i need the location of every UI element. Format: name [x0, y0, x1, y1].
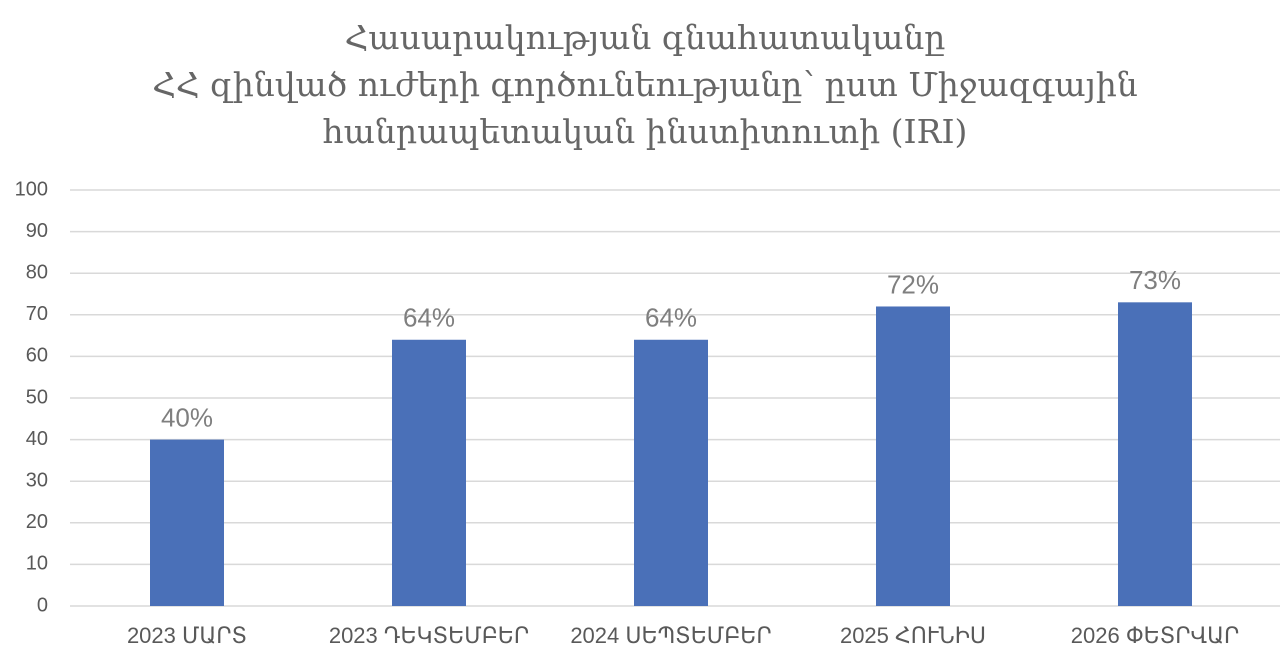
y-tick-label: 100	[15, 178, 48, 200]
data-label: 64%	[403, 303, 455, 333]
chart-title: ՀՀ զինված ուժերի գործունեությանը՝ ըստ Մի…	[152, 65, 1138, 104]
x-tick-label: 2026 ՓԵՏՐՎԱՐ	[1071, 623, 1239, 648]
y-tick-label: 80	[26, 261, 48, 283]
y-tick-label: 30	[26, 469, 48, 491]
data-label: 73%	[1129, 265, 1181, 295]
x-tick-label: 2023 ՄԱՐՏ	[127, 623, 247, 648]
y-tick-label: 60	[26, 345, 48, 367]
y-tick-label: 70	[26, 303, 48, 325]
y-tick-label: 50	[26, 386, 48, 408]
y-tick-label: 10	[26, 553, 48, 575]
bar	[150, 439, 224, 606]
y-tick-label: 20	[26, 511, 48, 533]
x-tick-label: 2023 ԴԵԿՏԵՄԲԵՐ	[329, 623, 529, 648]
chart-title: Հասարակության գնահատականը	[345, 18, 946, 57]
y-tick-label: 90	[26, 220, 48, 242]
bar	[392, 339, 466, 606]
x-tick-label: 2025 ՀՈՒՆԻՍ	[840, 623, 986, 648]
x-tick-label: 2024 ՍԵՊՏԵՄԲԵՐ	[570, 623, 771, 648]
y-tick-label: 40	[26, 428, 48, 450]
data-label: 72%	[887, 269, 939, 299]
data-label: 40%	[161, 402, 213, 432]
bar	[876, 306, 950, 606]
bar	[1118, 302, 1192, 606]
chart-title: հանրապետական ինստիտուտի (IRI)	[323, 112, 968, 151]
y-tick-label: 0	[37, 594, 48, 616]
bar	[634, 339, 708, 606]
data-label: 64%	[645, 303, 697, 333]
